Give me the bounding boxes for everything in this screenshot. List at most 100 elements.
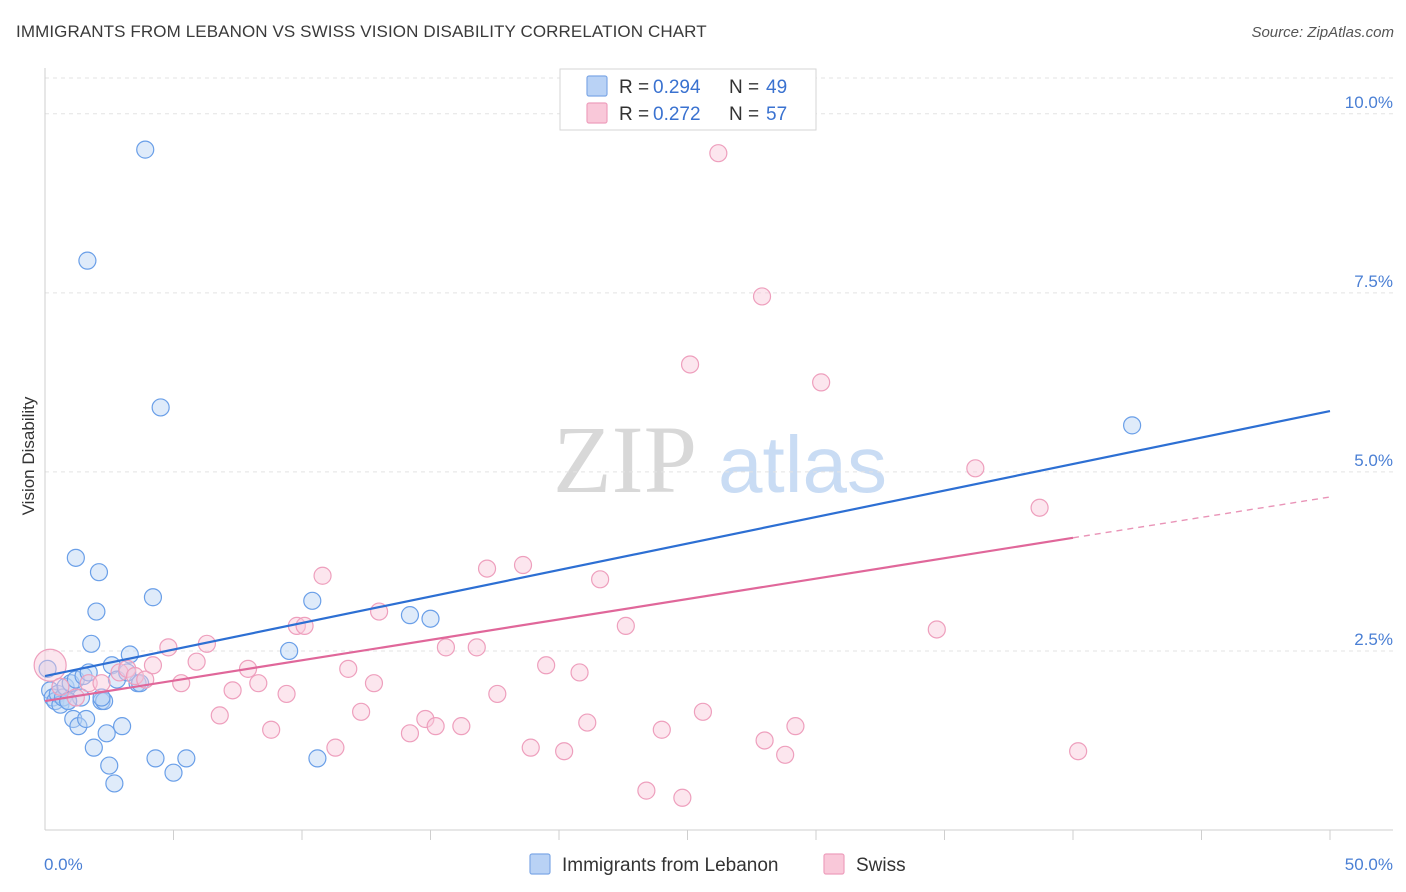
bottom-legend-swatch-lebanon — [529, 853, 551, 875]
swiss-point-41 — [578, 713, 597, 732]
legend-n-value-lebanon: 49 — [766, 77, 787, 98]
trendlines — [44, 409, 1331, 703]
lebanon-point-37 — [177, 749, 196, 768]
swiss-point-12 — [187, 652, 206, 671]
swiss-point-4 — [92, 674, 111, 693]
watermark-atlas: atlas — [718, 420, 887, 509]
lebanon-point-15 — [66, 548, 85, 567]
swiss-point-9 — [143, 656, 163, 675]
legend-n-value-swiss: 57 — [766, 104, 787, 125]
swiss-point-58 — [1069, 742, 1088, 761]
legend-n-label-swiss: N = — [729, 104, 759, 125]
swiss-point-53 — [786, 717, 805, 736]
swiss-point-18 — [262, 720, 281, 739]
lebanon-trendline — [44, 409, 1331, 678]
swiss-point-6 — [118, 659, 137, 678]
swiss-point-29 — [416, 709, 435, 729]
lebanon-point-0 — [38, 659, 57, 678]
swiss-point-22 — [313, 566, 332, 585]
swiss-point-42 — [591, 570, 610, 589]
chart-source: Source: ZipAtlas.com — [1251, 24, 1394, 41]
swiss-point-43 — [616, 616, 635, 635]
swiss-point-17 — [249, 674, 268, 693]
swiss-point-14 — [210, 706, 229, 725]
swiss-point-0 — [33, 648, 67, 682]
lebanon-point-12 — [69, 717, 88, 736]
swiss-point-11 — [172, 674, 191, 693]
swiss-point-57 — [1030, 498, 1049, 517]
swiss-point-56 — [966, 459, 985, 478]
lebanon-point-43 — [308, 749, 327, 768]
lebanon-point-22 — [97, 724, 116, 743]
lebanon-point-16 — [77, 709, 96, 729]
lebanon-point-20 — [87, 602, 106, 621]
swiss-point-45 — [652, 720, 671, 739]
swiss-point-32 — [452, 717, 471, 736]
swiss-point-31 — [436, 638, 456, 657]
swiss-point-49 — [709, 144, 728, 163]
swiss-point-48 — [680, 355, 700, 374]
legend-r-label-lebanon: R = — [619, 77, 649, 98]
x-ticks — [173, 830, 1331, 840]
x-tick-label-min: 0.0% — [44, 855, 83, 874]
lebanon-point-18 — [84, 738, 103, 757]
swiss-point-52 — [776, 745, 795, 764]
swiss-point-51 — [755, 731, 774, 750]
swiss-trendline — [44, 536, 1074, 703]
legend-swatch-swiss — [586, 102, 608, 124]
swiss-point-55 — [927, 620, 946, 639]
swiss-point-50 — [752, 287, 772, 306]
lebanon-point-45 — [421, 609, 440, 628]
swiss-point-44 — [637, 781, 656, 800]
axes — [44, 68, 1393, 831]
legend-r-label-swiss: R = — [619, 104, 649, 125]
swiss-point-54 — [812, 373, 831, 392]
y-tick-label-3: 10.0% — [1345, 93, 1393, 112]
swiss-point-35 — [488, 684, 507, 704]
lebanon-point-27 — [105, 774, 124, 793]
swiss-point-47 — [693, 702, 713, 721]
swiss-point-19 — [277, 684, 296, 704]
legend-swatch-lebanon — [586, 75, 608, 97]
y-tick-labels: 2.5% 5.0% 7.5% 10.0% — [1345, 93, 1393, 649]
swiss-point-10 — [159, 638, 178, 657]
lebanon-point-17 — [82, 634, 101, 653]
bottom-legend: Immigrants from Lebanon Swiss — [529, 853, 906, 876]
swiss-point-26 — [364, 674, 384, 693]
chart-title: IMMIGRANTS FROM LEBANON VS SWISS VISION … — [16, 22, 707, 41]
swiss-point-23 — [326, 738, 345, 757]
y-tick-label-1: 5.0% — [1354, 451, 1393, 470]
legend-n-label-lebanon: N = — [729, 77, 759, 98]
swiss-point-15 — [223, 681, 242, 700]
lebanon-point-39 — [136, 140, 155, 159]
swiss-point-24 — [339, 659, 358, 678]
lebanon-point-26 — [89, 563, 109, 582]
bottom-legend-label-swiss: Swiss — [856, 855, 906, 876]
swiss-point-34 — [477, 559, 497, 578]
legend-r-value-swiss: 0.272 — [653, 104, 701, 125]
swiss-point-30 — [426, 717, 445, 736]
swiss-point-36 — [513, 555, 533, 575]
legend-r-value-lebanon: 0.294 — [653, 77, 701, 98]
swiss-point-3 — [79, 674, 98, 693]
lebanon-point-38 — [151, 398, 170, 417]
swiss-point-40 — [570, 663, 589, 682]
gridlines — [45, 77, 1393, 652]
lebanon-point-44 — [400, 606, 420, 625]
lebanon-point-36 — [164, 763, 183, 782]
series-swiss-points — [33, 144, 1088, 807]
lebanon-point-42 — [303, 591, 322, 610]
lebanon-point-35 — [146, 749, 165, 768]
swiss-point-25 — [352, 702, 371, 721]
watermark-zip: ZIP — [553, 406, 697, 513]
lebanon-point-40 — [78, 251, 97, 270]
y-tick-label-0: 2.5% — [1354, 630, 1393, 649]
swiss-point-7 — [125, 666, 145, 686]
lebanon-point-29 — [112, 717, 132, 736]
swiss-trendline-extension — [1072, 496, 1331, 539]
swiss-point-33 — [467, 638, 486, 657]
bottom-legend-label-lebanon: Immigrants from Lebanon — [562, 855, 779, 876]
bottom-legend-swatch-swiss — [823, 853, 845, 875]
lebanon-point-46 — [1123, 416, 1142, 435]
